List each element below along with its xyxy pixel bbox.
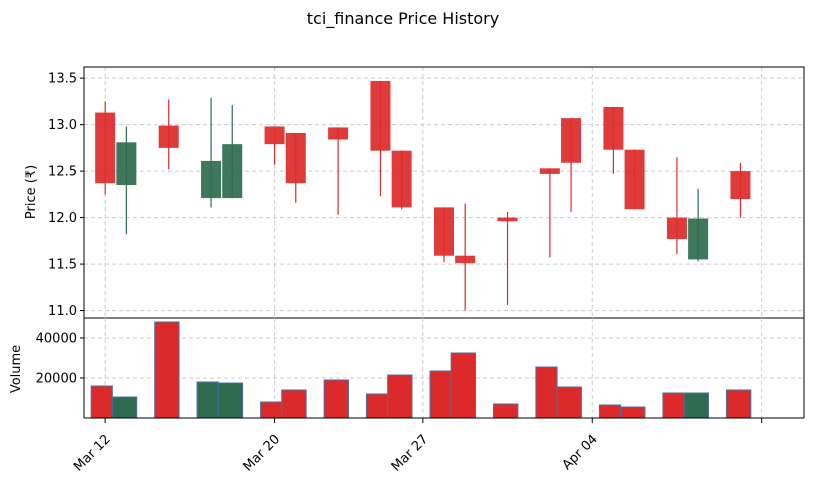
volume-bar — [662, 392, 685, 419]
volume-bar — [281, 389, 307, 419]
candles — [95, 80, 751, 311]
candle-up — [222, 144, 243, 199]
price-tick-label: 12.0 — [48, 211, 77, 226]
x-axis: Mar 12 Mar 20 Mar 27 Apr 04 — [71, 418, 763, 475]
chart-title: tci_finance Price History — [307, 9, 499, 29]
candle-down — [666, 217, 687, 239]
candle-up — [201, 160, 222, 199]
volume-bar — [196, 381, 219, 419]
candle-down — [561, 118, 582, 163]
price-gridlines — [84, 67, 804, 318]
candle-up — [688, 218, 709, 260]
price-y-axis: 11.0 11.5 12.0 12.5 13.0 13.5 — [48, 72, 84, 319]
candle-down — [730, 171, 751, 200]
price-panel-frame — [83, 66, 805, 319]
volume-panel: 20000 40000 Volume — [9, 318, 805, 419]
volume-bar — [323, 379, 349, 419]
candle-down — [603, 106, 624, 150]
candle-down — [434, 207, 454, 256]
candle-down — [539, 168, 560, 174]
price-tick-label: 13.0 — [48, 118, 77, 133]
price-tick-label: 11.0 — [48, 304, 77, 319]
volume-bar — [154, 321, 180, 419]
price-y-label: Price (₹) — [24, 165, 39, 219]
volume-tick-label: 20000 — [36, 372, 77, 387]
candle-down — [391, 150, 412, 208]
volume-bar — [450, 352, 477, 419]
volume-bar — [598, 404, 622, 419]
candle-down — [328, 127, 349, 140]
volume-bar — [365, 393, 389, 419]
price-panel: 11.0 11.5 12.0 12.5 13.0 13.5 Price (₹) — [24, 66, 805, 319]
x-tick-label: Mar 20 — [241, 432, 284, 475]
candle-down — [455, 255, 476, 264]
candle-up — [116, 142, 137, 186]
price-tick-label: 12.5 — [48, 165, 77, 180]
volume-bar — [260, 401, 283, 419]
volume-y-label: Volume — [9, 345, 24, 393]
price-tick-label: 13.5 — [48, 72, 77, 87]
volume-bar — [620, 406, 646, 419]
candle-down — [285, 133, 306, 184]
volume-bars — [90, 321, 752, 419]
candle-down — [264, 126, 285, 145]
volume-bar — [725, 389, 752, 419]
x-tick-label: Apr 04 — [560, 432, 601, 473]
candle-down — [370, 80, 391, 151]
volume-bar — [90, 385, 113, 419]
candle-down — [497, 217, 518, 222]
candle-down — [95, 112, 116, 184]
candle-down — [624, 149, 645, 210]
candle-down — [158, 125, 179, 148]
volume-y-axis: 20000 40000 — [36, 332, 84, 387]
volume-bar — [556, 386, 582, 419]
volume-bar — [217, 382, 244, 419]
price-tick-label: 11.5 — [48, 258, 77, 273]
volume-bar — [683, 392, 709, 419]
volume-bar — [429, 370, 452, 419]
volume-bar — [387, 374, 413, 419]
volume-panel-frame — [83, 318, 805, 419]
volume-tick-label: 40000 — [36, 332, 77, 347]
volume-bar — [535, 366, 558, 419]
x-tick-label: Mar 27 — [389, 432, 432, 475]
volume-bar — [493, 403, 519, 419]
x-tick-label: Mar 12 — [71, 432, 114, 475]
volume-bar — [111, 396, 138, 419]
